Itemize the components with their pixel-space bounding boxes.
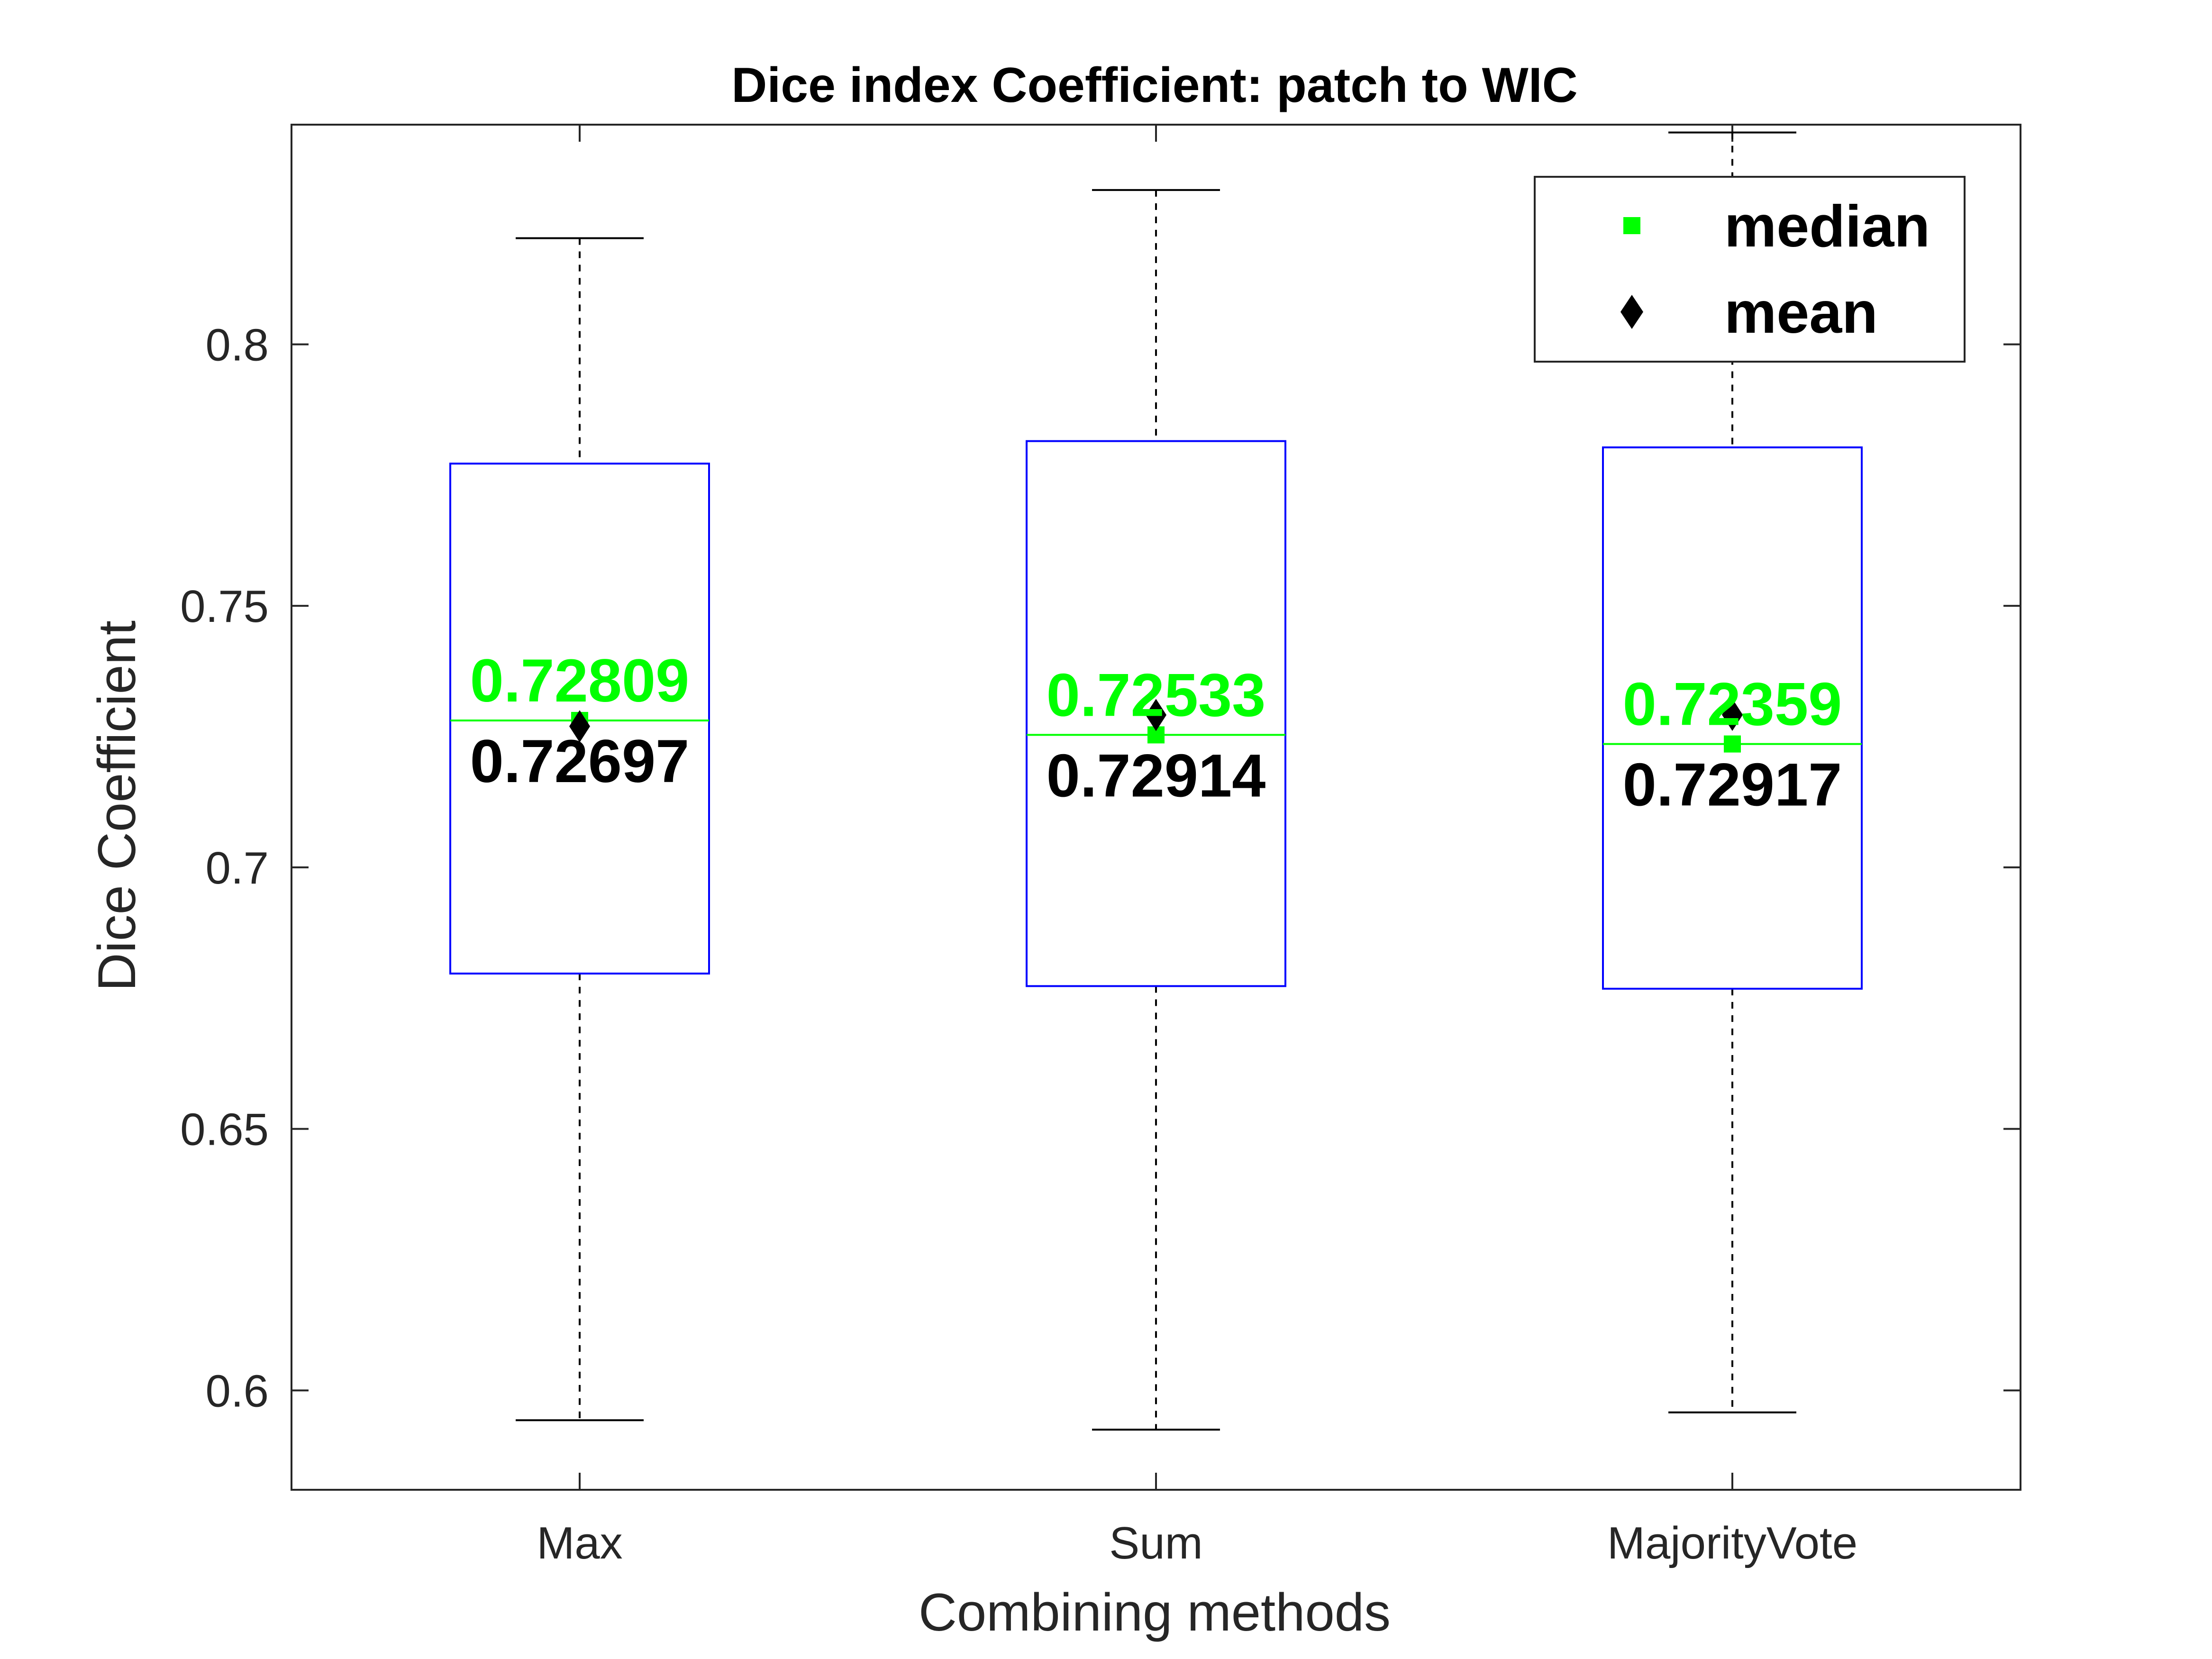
x-tick-label: Sum — [1109, 1518, 1202, 1568]
legend-median-marker — [1623, 217, 1640, 234]
legend-mean-marker — [1620, 295, 1643, 329]
mean-value-label: 0.72914 — [1047, 742, 1266, 810]
box-sum: 0.72533 0.72914 — [1026, 189, 1286, 1431]
plot-area: 0.6 0.65 0.7 0.75 0.8 Max Sum MajorityVote 0.728… — [180, 124, 2021, 1568]
y-tick-label: 0.8 — [206, 319, 269, 370]
y-tick-label: 0.75 — [180, 581, 269, 632]
legend-box — [1534, 176, 1966, 363]
iqr-box — [1026, 440, 1286, 987]
legend: median mean — [1534, 176, 1966, 363]
median-marker — [1724, 735, 1741, 753]
box-majorityvote: 0.72359 0.72917 — [1602, 131, 1863, 1413]
x-axis-label: Combining methods — [919, 1583, 1391, 1642]
legend-median-label: median — [1724, 194, 1930, 259]
chart-title: Dice index Coefficient: patch to WIC — [731, 58, 1577, 113]
median-value-label: 0.72359 — [1623, 671, 1842, 738]
median-value-label: 0.72533 — [1047, 661, 1266, 729]
mean-value-label: 0.72917 — [1623, 751, 1842, 819]
median-value-label: 0.72809 — [470, 647, 690, 715]
mean-marker — [1146, 699, 1166, 731]
mean-marker — [569, 710, 590, 743]
x-tick-label: MajorityVote — [1607, 1518, 1857, 1568]
mean-marker — [1722, 699, 1743, 731]
y-tick-label: 0.7 — [206, 843, 269, 893]
x-tick-label: Max — [537, 1518, 622, 1568]
mean-value-label: 0.72697 — [470, 728, 690, 795]
y-tick-label: 0.6 — [206, 1366, 269, 1416]
legend-mean-label: mean — [1724, 280, 1878, 346]
y-tick-label: 0.65 — [180, 1104, 269, 1155]
box-max: 0.72809 0.72697 — [449, 237, 710, 1422]
y-axis-label: Dice Coefficient — [87, 620, 146, 991]
iqr-box — [1602, 446, 1863, 990]
iqr-box — [449, 463, 710, 975]
